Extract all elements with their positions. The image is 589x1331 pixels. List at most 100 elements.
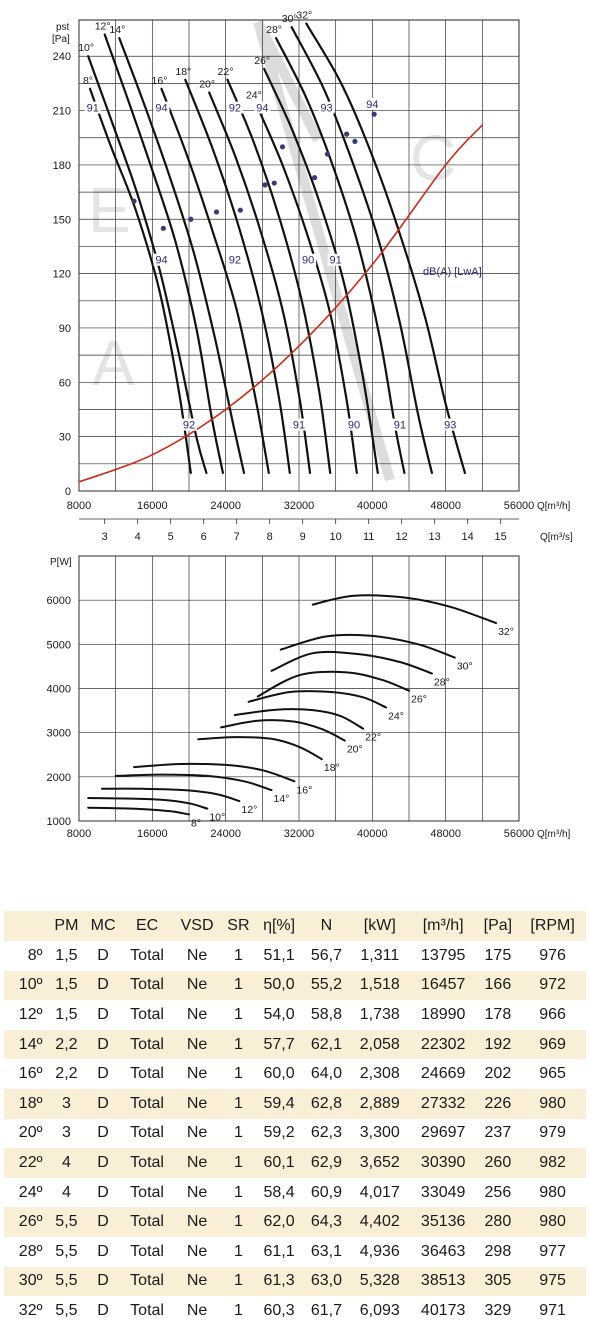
operating-point bbox=[262, 182, 268, 188]
table-cell: 1 bbox=[233, 1242, 243, 1260]
table-cell: 27332 bbox=[409, 1088, 477, 1119]
x2-tick-label: 12 bbox=[396, 531, 408, 543]
x-tick-label: 56000 bbox=[504, 828, 535, 840]
table-cell: 1 bbox=[233, 1301, 243, 1319]
operating-point bbox=[279, 144, 286, 150]
power-curve bbox=[247, 690, 388, 709]
blade-angle-label: 22° bbox=[218, 66, 234, 78]
x2-tick-label: 9 bbox=[300, 531, 306, 543]
fan-curve bbox=[88, 87, 192, 474]
operating-point bbox=[237, 207, 243, 213]
table-cell: 3 bbox=[61, 1124, 71, 1142]
fan-curve bbox=[226, 78, 332, 474]
fan-curve bbox=[160, 87, 270, 474]
table-cell: 35136 bbox=[409, 1207, 477, 1237]
table-cell: 64,3 bbox=[303, 1207, 350, 1237]
table-header-cell: [kW] bbox=[349, 911, 410, 941]
table-row: 14º 2,2 D Total Ne 1 57,7 62,1 2,058 22302 192 969 bbox=[4, 1029, 586, 1060]
table-cell: 63,1 bbox=[310, 1242, 342, 1260]
table-row: 26º 5,5 D Total Ne 1 62,0 64,3 4,402 35136 280 980 bbox=[4, 1207, 586, 1237]
table-cell: 226 bbox=[476, 1088, 520, 1119]
x2-tick-label: 8 bbox=[267, 531, 273, 543]
x-tick-label: 32000 bbox=[284, 828, 315, 840]
efficiency-label-bg bbox=[300, 253, 317, 266]
operating-point bbox=[311, 175, 318, 181]
efficiency-label: 91 bbox=[330, 255, 342, 267]
table-cell: Total bbox=[130, 1124, 164, 1142]
table-cell: 61,3 bbox=[255, 1266, 304, 1297]
y-tick-label: 210 bbox=[53, 106, 71, 118]
fan-curve bbox=[103, 33, 224, 474]
table-cell: 60,0 bbox=[263, 1065, 295, 1083]
table-cell: 51,1 bbox=[263, 946, 295, 964]
blade-angle-label: 20° bbox=[199, 78, 215, 90]
power-angle-label: 16° bbox=[296, 784, 312, 796]
table-cell: 2,308 bbox=[359, 1065, 400, 1083]
table-header-cell: [RPM] bbox=[519, 911, 586, 941]
y-tick-label: 180 bbox=[53, 160, 71, 172]
efficiency-label-bg bbox=[153, 253, 170, 266]
power-xlabel: Q[m³/h] bbox=[537, 829, 571, 840]
fan-curve bbox=[290, 26, 433, 474]
table-cell: Total bbox=[130, 1065, 164, 1083]
operating-point bbox=[371, 111, 377, 117]
power-angle-labels: 8° 10° 12° 14° 16° 18° 20°22° 24° 26° 28° 30° 32° bbox=[191, 626, 514, 829]
table-cell: 1 bbox=[233, 1124, 243, 1142]
power-angle-label: 30° bbox=[457, 661, 473, 673]
fan-curve bbox=[208, 91, 312, 474]
x-tick-label: 8000 bbox=[67, 828, 91, 840]
table-cell: 16457 bbox=[409, 970, 477, 1001]
table-cell: Total bbox=[121, 1148, 173, 1178]
table-cell: 977 bbox=[539, 1242, 566, 1260]
table-cell: 8º bbox=[27, 946, 43, 964]
table-cell: 3,300 bbox=[359, 1124, 400, 1142]
table-header-cell: η[%] bbox=[255, 911, 304, 941]
fan-curve bbox=[184, 78, 291, 474]
table-cell: 60,1 bbox=[255, 1148, 304, 1178]
x-tick-label: 32000 bbox=[284, 500, 315, 512]
table-header-cell: [Pa] bbox=[476, 911, 520, 941]
table-cell: 976 bbox=[539, 946, 566, 964]
table-cell: D bbox=[84, 1088, 122, 1119]
table-cell: 56,7 bbox=[310, 946, 342, 964]
table-cell: Total bbox=[130, 1242, 164, 1260]
table-cell: D bbox=[84, 970, 122, 1001]
table-header-cell: PM bbox=[48, 911, 85, 941]
table-cell: 980 bbox=[519, 1088, 586, 1119]
table-row: 18º 3 D Total Ne 1 59,4 62,8 2,889 27332 226 980 bbox=[4, 1088, 586, 1119]
table-cell: 30390 bbox=[409, 1148, 477, 1178]
table-cell: 22º bbox=[4, 1148, 49, 1178]
table-cell: Total bbox=[121, 1207, 173, 1237]
table-row: 32º 5,5 D Total Ne 1 60,3 61,7 6,093 40173 329 971 bbox=[4, 1296, 586, 1326]
table-cell: Ne bbox=[186, 1301, 208, 1319]
table-cell: 969 bbox=[519, 1029, 586, 1060]
efficiency-label-bg bbox=[84, 101, 101, 114]
table-cell: 1 bbox=[221, 1029, 256, 1060]
table-cell: 2,2 bbox=[55, 1065, 78, 1083]
table-cell: 63,0 bbox=[303, 1266, 350, 1297]
table-cell: D bbox=[84, 1029, 122, 1060]
efficiency-label-bg bbox=[327, 253, 344, 266]
table-row: 16º 2,2 D Total Ne 1 60,0 64,0 2,308 24669 202 965 bbox=[4, 1059, 586, 1089]
table-cell: 1 bbox=[233, 1005, 243, 1023]
efficiency-label: 90 bbox=[302, 255, 314, 267]
table-cell: 1 bbox=[233, 1183, 243, 1201]
y-tick-label: 240 bbox=[53, 51, 71, 63]
x-tick-label: 24000 bbox=[210, 828, 241, 840]
x2-tick-label: 4 bbox=[135, 531, 141, 543]
table-cell: Ne bbox=[186, 1005, 208, 1023]
blade-angle-labels: 8° 10°12°14° 16° 18° 20°22° 24° 26° 28°30°32° bbox=[78, 10, 312, 102]
table-cell: 280 bbox=[476, 1207, 520, 1237]
table-cell: D bbox=[97, 1005, 109, 1023]
table-row: 10º 1,5 D Total Ne 1 50,0 55,2 1,518 16457 166 972 bbox=[4, 970, 586, 1001]
table-cell: 1 bbox=[221, 1088, 256, 1119]
table-cell: Total bbox=[130, 1301, 164, 1319]
table-cell: 60,9 bbox=[310, 1183, 342, 1201]
table-cell: Ne bbox=[172, 1266, 222, 1297]
table-cell: 1 bbox=[233, 946, 243, 964]
table-cell: 3,652 bbox=[349, 1148, 410, 1178]
table-cell: 50,0 bbox=[255, 970, 304, 1001]
power-angle-label: 22° bbox=[365, 732, 381, 744]
table-cell: 975 bbox=[519, 1266, 586, 1297]
power-curve bbox=[220, 719, 346, 742]
